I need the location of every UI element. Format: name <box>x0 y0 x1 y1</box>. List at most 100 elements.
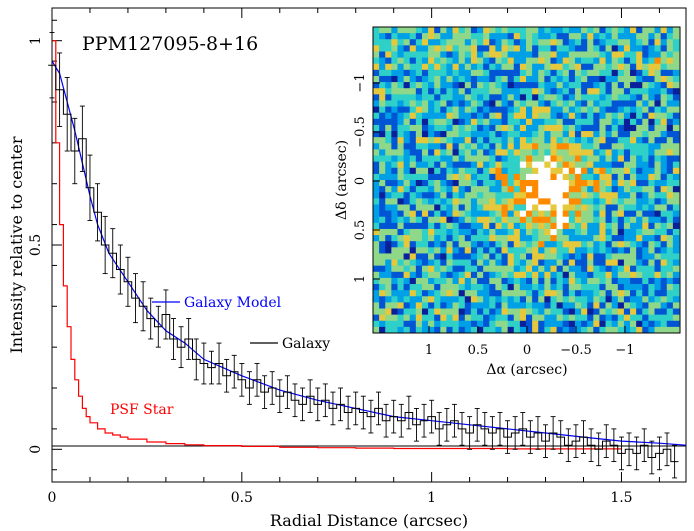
inset-pixel <box>636 228 643 236</box>
inset-pixel <box>409 167 417 175</box>
inset-pixel <box>373 143 380 150</box>
inset-pixel <box>446 143 453 150</box>
inset-pixel <box>373 94 380 101</box>
inset-pixel <box>434 131 441 138</box>
inset-pixel <box>415 167 423 175</box>
inset-pixel <box>501 259 509 267</box>
inset-pixel <box>581 198 588 205</box>
inset-pixel <box>611 155 619 163</box>
inset-pixel <box>397 63 404 71</box>
inset-pixel <box>642 100 649 107</box>
inset-pixel <box>605 180 613 187</box>
inset-pixel <box>611 296 619 303</box>
inset-pixel <box>489 69 496 77</box>
inset-pixel <box>373 247 380 254</box>
inset-pixel <box>526 88 533 95</box>
inset-pixel <box>440 198 447 205</box>
inset-pixel <box>434 192 441 199</box>
inset-pixel <box>464 155 472 163</box>
inset-pixel <box>434 314 441 322</box>
inset-pixel <box>568 180 576 187</box>
inset-pixel <box>593 259 600 267</box>
inset-pixel <box>605 204 613 211</box>
inset-pixel <box>507 57 515 65</box>
inset-pixel <box>550 271 557 279</box>
inset-pixel <box>556 186 564 193</box>
inset-pixel <box>403 143 411 150</box>
inset-pixel <box>526 314 533 322</box>
inset-pixel <box>532 271 539 279</box>
inset-pixel <box>495 137 502 144</box>
inset-pixel <box>568 131 576 138</box>
inset-pixel <box>630 27 637 34</box>
inset-pixel <box>501 69 509 77</box>
inset-pixel <box>581 320 588 328</box>
inset-pixel <box>574 167 582 175</box>
inset-pixel <box>636 137 643 144</box>
inset-pixel <box>446 161 453 169</box>
inset-pixel <box>495 131 502 138</box>
inset-pixel <box>507 326 515 334</box>
inset-pixel <box>568 75 576 83</box>
inset-pixel <box>440 173 447 181</box>
inset-pixel <box>550 204 557 211</box>
inset-pixel <box>501 143 509 150</box>
inset-pixel <box>495 241 502 248</box>
inset-pixel <box>434 186 441 193</box>
inset-pixel <box>470 235 478 242</box>
inset-pixel <box>428 69 435 77</box>
inset-pixel <box>562 277 570 285</box>
inset-pixel <box>495 161 502 169</box>
inset-pixel <box>526 63 533 71</box>
inset-pixel <box>409 69 417 77</box>
inset-pixel <box>605 82 613 89</box>
inset-pixel <box>654 100 662 107</box>
inset-pixel <box>373 131 380 138</box>
inset-pixel <box>385 192 392 199</box>
inset-pixel <box>666 296 674 303</box>
inset-pixel <box>483 161 490 169</box>
inset-pixel <box>440 204 447 211</box>
inset-pixel <box>385 57 392 65</box>
inset-pixel <box>544 69 551 77</box>
inset-pixel <box>477 100 484 107</box>
inset-pixel <box>391 45 398 52</box>
inset-pixel <box>489 296 496 303</box>
inset-pixel <box>581 167 588 175</box>
inset-pixel <box>470 155 478 163</box>
inset-pixel <box>587 253 594 260</box>
inset-pixel <box>409 124 417 132</box>
inset-pixel <box>403 39 411 46</box>
inset-pixel <box>446 314 453 322</box>
inset-pixel <box>587 302 594 309</box>
inset-pixel <box>446 302 453 309</box>
inset-pixel <box>385 265 392 273</box>
inset-pixel <box>648 143 655 150</box>
inset-pixel <box>501 27 509 34</box>
inset-pixel <box>636 247 643 254</box>
inset-pixel <box>581 204 588 211</box>
inset-pixel <box>428 33 435 40</box>
inset-pixel <box>599 94 606 101</box>
inset-pixel <box>581 106 588 114</box>
inset-pixel <box>409 314 417 322</box>
inset-pixel <box>532 326 539 334</box>
inset-pixel <box>397 161 404 169</box>
inset-pixel <box>581 326 588 334</box>
inset-pixel <box>599 204 606 211</box>
inset-pixel <box>568 259 576 267</box>
inset-pixel <box>556 302 564 309</box>
inset-pixel <box>434 204 441 211</box>
inset-pixel <box>532 290 539 297</box>
inset-pixel <box>391 69 398 77</box>
inset-pixel <box>373 88 380 95</box>
inset-pixel <box>391 167 398 175</box>
inset-pixel <box>397 39 404 46</box>
inset-pixel <box>562 296 570 303</box>
inset-pixel <box>403 253 411 260</box>
inset-pixel <box>452 112 460 120</box>
inset-pixel <box>544 63 551 71</box>
inset-pixel <box>526 180 533 187</box>
inset-pixel <box>623 75 631 83</box>
inset-pixel <box>458 39 466 46</box>
